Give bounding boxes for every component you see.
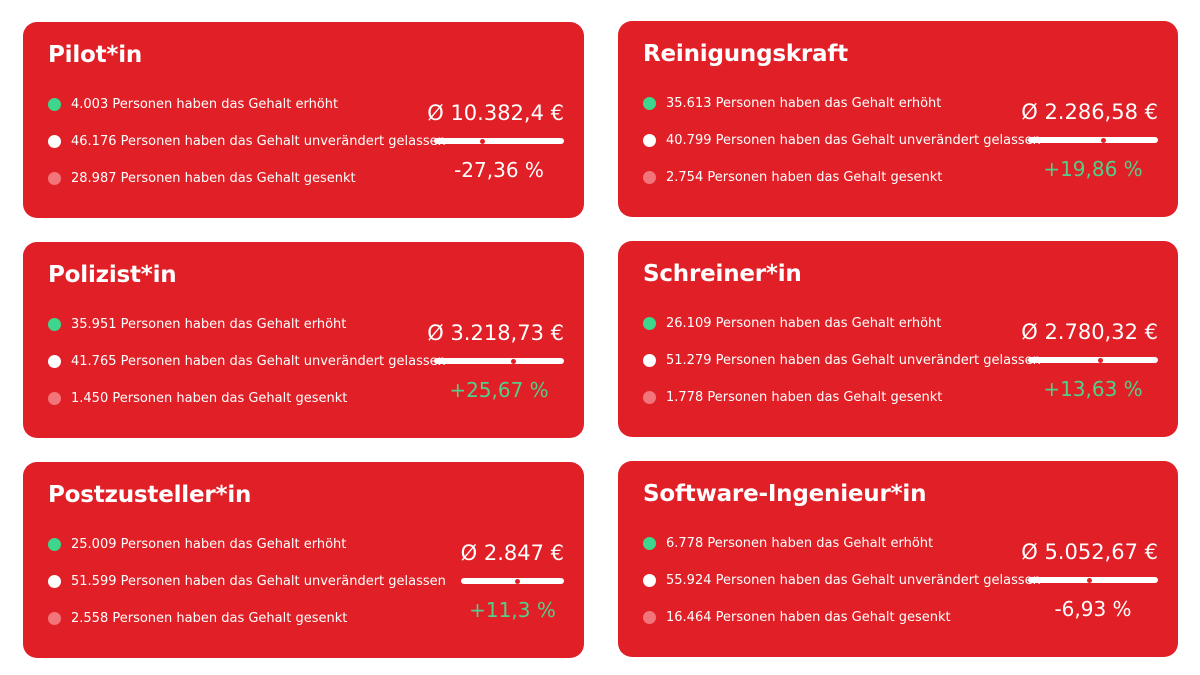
job-title: Schreiner*in (643, 261, 802, 287)
stat-decreased-text: 16.464 Personen haben das Gehalt gesenkt (666, 610, 951, 625)
stat-increased: 4.003 Personen haben das Gehalt erhöht (48, 97, 338, 112)
stat-decreased: 2.558 Personen haben das Gehalt gesenkt (48, 611, 347, 626)
stat-unchanged: 46.176 Personen haben das Gehalt unverän… (48, 134, 446, 149)
range-marker (480, 139, 485, 144)
stat-decreased-text: 28.987 Personen haben das Gehalt gesenkt (71, 171, 356, 186)
salary-change: -6,93 % (1054, 597, 1132, 621)
stat-unchanged: 55.924 Personen haben das Gehalt unverän… (643, 573, 1041, 588)
stat-unchanged-text: 40.799 Personen haben das Gehalt unverän… (666, 133, 1041, 148)
stat-unchanged: 51.279 Personen haben das Gehalt unverän… (643, 353, 1041, 368)
red-dot-icon (643, 171, 656, 184)
stat-increased-text: 35.951 Personen haben das Gehalt erhöht (71, 317, 347, 332)
salary-range-bar (1028, 137, 1158, 143)
salary-range-bar (434, 358, 564, 364)
stat-decreased-text: 1.450 Personen haben das Gehalt gesenkt (71, 391, 348, 406)
job-card-software-ingenieur: Software-Ingenieur*in 6.778 Personen hab… (618, 461, 1178, 657)
green-dot-icon (48, 318, 61, 331)
white-dot-icon (48, 135, 61, 148)
red-dot-icon (643, 611, 656, 624)
stat-decreased: 16.464 Personen haben das Gehalt gesenkt (643, 610, 951, 625)
salary-change: -27,36 % (454, 158, 544, 182)
green-dot-icon (643, 537, 656, 550)
average-salary: Ø 10.382,4 € (427, 101, 564, 125)
job-card-pilot: Pilot*in 4.003 Personen haben das Gehalt… (23, 22, 584, 218)
stat-decreased-text: 1.778 Personen haben das Gehalt gesenkt (666, 390, 943, 405)
stat-decreased: 1.450 Personen haben das Gehalt gesenkt (48, 391, 347, 406)
white-dot-icon (643, 134, 656, 147)
stat-unchanged-text: 41.765 Personen haben das Gehalt unverän… (71, 354, 446, 369)
average-salary: Ø 2.780,32 € (1021, 320, 1158, 344)
stat-unchanged: 41.765 Personen haben das Gehalt unverän… (48, 354, 446, 369)
stat-unchanged: 40.799 Personen haben das Gehalt unverän… (643, 133, 1041, 148)
job-card-polizist: Polizist*in 35.951 Personen haben das Ge… (23, 242, 584, 438)
stat-unchanged-text: 55.924 Personen haben das Gehalt unverän… (666, 573, 1041, 588)
white-dot-icon (48, 355, 61, 368)
range-marker (1101, 138, 1106, 143)
average-salary: Ø 2.847 € (460, 541, 564, 565)
stat-increased: 35.613 Personen haben das Gehalt erhöht (643, 96, 941, 111)
green-dot-icon (643, 97, 656, 110)
stat-decreased: 28.987 Personen haben das Gehalt gesenkt (48, 171, 356, 186)
salary-range-bar (461, 578, 564, 584)
white-dot-icon (48, 575, 61, 588)
white-dot-icon (643, 574, 656, 587)
salary-range-bar (434, 138, 564, 144)
salary-range-bar (1028, 577, 1158, 583)
stat-increased-text: 25.009 Personen haben das Gehalt erhöht (71, 537, 347, 552)
salary-range-bar (1028, 357, 1158, 363)
salary-change: +19,86 % (1043, 157, 1143, 181)
job-title: Polizist*in (48, 262, 177, 288)
range-marker (515, 579, 520, 584)
stat-increased-text: 4.003 Personen haben das Gehalt erhöht (71, 97, 339, 112)
stat-unchanged: 51.599 Personen haben das Gehalt unverän… (48, 574, 446, 589)
stat-decreased: 1.778 Personen haben das Gehalt gesenkt (643, 390, 942, 405)
red-dot-icon (48, 612, 61, 625)
stat-increased: 35.951 Personen haben das Gehalt erhöht (48, 317, 346, 332)
range-marker (1087, 578, 1092, 583)
stat-decreased-text: 2.754 Personen haben das Gehalt gesenkt (666, 170, 943, 185)
job-title: Software-Ingenieur*in (643, 481, 927, 507)
average-salary: Ø 2.286,58 € (1021, 100, 1158, 124)
salary-change: +11,3 % (469, 598, 556, 622)
stat-decreased: 2.754 Personen haben das Gehalt gesenkt (643, 170, 942, 185)
salary-change: +25,67 % (449, 378, 549, 402)
stat-increased: 6.778 Personen haben das Gehalt erhöht (643, 536, 933, 551)
stat-unchanged-text: 51.599 Personen haben das Gehalt unverän… (71, 574, 446, 589)
stat-increased: 25.009 Personen haben das Gehalt erhöht (48, 537, 346, 552)
stat-increased: 26.109 Personen haben das Gehalt erhöht (643, 316, 941, 331)
stat-increased-text: 6.778 Personen haben das Gehalt erhöht (666, 536, 934, 551)
green-dot-icon (643, 317, 656, 330)
stat-increased-text: 35.613 Personen haben das Gehalt erhöht (666, 96, 942, 111)
stat-unchanged-text: 51.279 Personen haben das Gehalt unverän… (666, 353, 1041, 368)
range-marker (1098, 358, 1103, 363)
average-salary: Ø 5.052,67 € (1021, 540, 1158, 564)
job-card-postzusteller: Postzusteller*in 25.009 Personen haben d… (23, 462, 584, 658)
job-title: Reinigungskraft (643, 41, 848, 67)
stat-unchanged-text: 46.176 Personen haben das Gehalt unverän… (71, 134, 446, 149)
job-title: Postzusteller*in (48, 482, 252, 508)
average-salary: Ø 3.218,73 € (427, 321, 564, 345)
salary-change: +13,63 % (1043, 377, 1143, 401)
white-dot-icon (643, 354, 656, 367)
red-dot-icon (643, 391, 656, 404)
stat-decreased-text: 2.558 Personen haben das Gehalt gesenkt (71, 611, 348, 626)
job-title: Pilot*in (48, 42, 143, 68)
red-dot-icon (48, 392, 61, 405)
range-marker (511, 359, 516, 364)
stat-increased-text: 26.109 Personen haben das Gehalt erhöht (666, 316, 942, 331)
job-card-schreiner: Schreiner*in 26.109 Personen haben das G… (618, 241, 1178, 437)
green-dot-icon (48, 538, 61, 551)
green-dot-icon (48, 98, 61, 111)
red-dot-icon (48, 172, 61, 185)
job-card-reinigungskraft: Reinigungskraft 35.613 Personen haben da… (618, 21, 1178, 217)
